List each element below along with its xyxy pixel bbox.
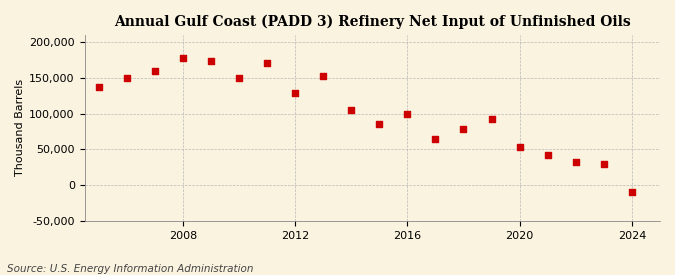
Text: Source: U.S. Energy Information Administration: Source: U.S. Energy Information Administ… <box>7 264 253 274</box>
Point <box>514 144 525 149</box>
Point <box>318 74 329 78</box>
Point <box>570 160 581 164</box>
Point <box>402 112 412 116</box>
Point <box>149 69 160 73</box>
Point <box>122 76 132 81</box>
Point <box>626 190 637 195</box>
Point <box>374 122 385 127</box>
Point <box>205 59 216 64</box>
Point <box>93 85 104 89</box>
Point <box>542 153 553 157</box>
Point <box>430 136 441 141</box>
Point <box>290 91 300 96</box>
Point <box>599 161 610 166</box>
Point <box>234 76 244 81</box>
Y-axis label: Thousand Barrels: Thousand Barrels <box>15 79 25 177</box>
Point <box>346 108 356 112</box>
Point <box>486 117 497 122</box>
Point <box>262 61 273 65</box>
Point <box>178 56 188 60</box>
Point <box>458 127 469 131</box>
Title: Annual Gulf Coast (PADD 3) Refinery Net Input of Unfinished Oils: Annual Gulf Coast (PADD 3) Refinery Net … <box>114 15 630 29</box>
